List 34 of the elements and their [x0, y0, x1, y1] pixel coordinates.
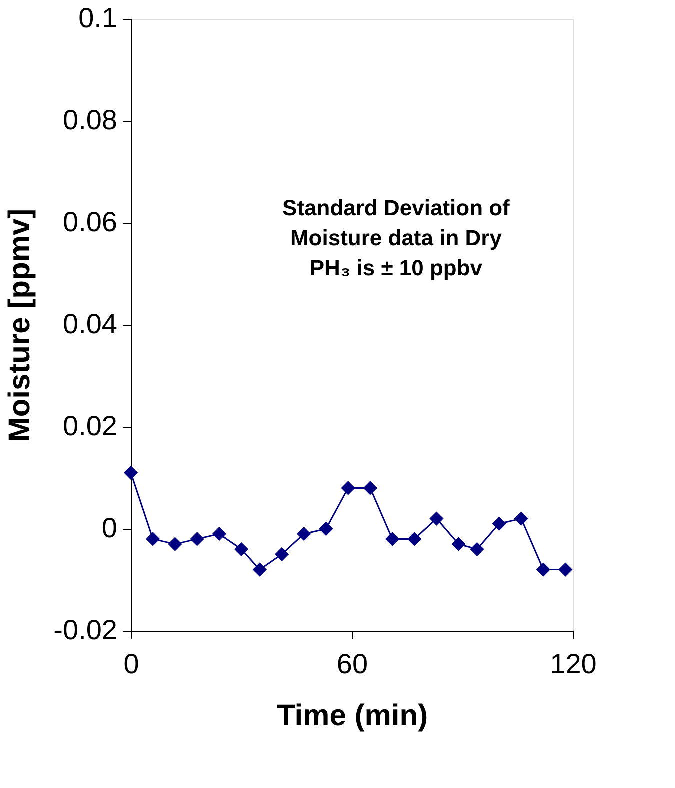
y-tick-label: 0.04 [63, 308, 118, 340]
point [274, 547, 290, 562]
y-tick-label: 0.06 [63, 206, 118, 238]
point [341, 481, 356, 496]
point [212, 527, 226, 542]
x-tick-label: 0 [124, 648, 140, 680]
point [492, 516, 506, 531]
point [190, 532, 204, 546]
point [385, 532, 400, 546]
point [514, 512, 529, 526]
point [124, 466, 138, 480]
point [363, 481, 378, 496]
x-axis-title: Time (min) [276, 700, 428, 732]
y-tick-label: 0.08 [63, 104, 118, 136]
y-tick-label: 0.02 [63, 410, 118, 442]
point [234, 542, 249, 556]
point [319, 522, 334, 536]
annotation: Standard Deviation of Moisture data in Dry PH₃ is ± 10 ppbv [282, 196, 511, 281]
x-tick-label: 60 [336, 648, 368, 680]
point [146, 532, 160, 546]
point [297, 527, 312, 542]
point [168, 537, 182, 552]
point [452, 537, 466, 552]
point [408, 532, 422, 546]
x-tick-label: 120 [550, 648, 597, 680]
point [536, 562, 551, 577]
point [558, 562, 573, 577]
point [430, 512, 444, 526]
y-axis-title: Moisture [ppmv] [4, 208, 37, 442]
point [252, 562, 267, 577]
y-tick-label: 0.1 [78, 2, 118, 34]
point [470, 542, 484, 556]
y-tick-label: -0.02 [54, 614, 118, 646]
y-tick-label: 0 [102, 512, 118, 544]
